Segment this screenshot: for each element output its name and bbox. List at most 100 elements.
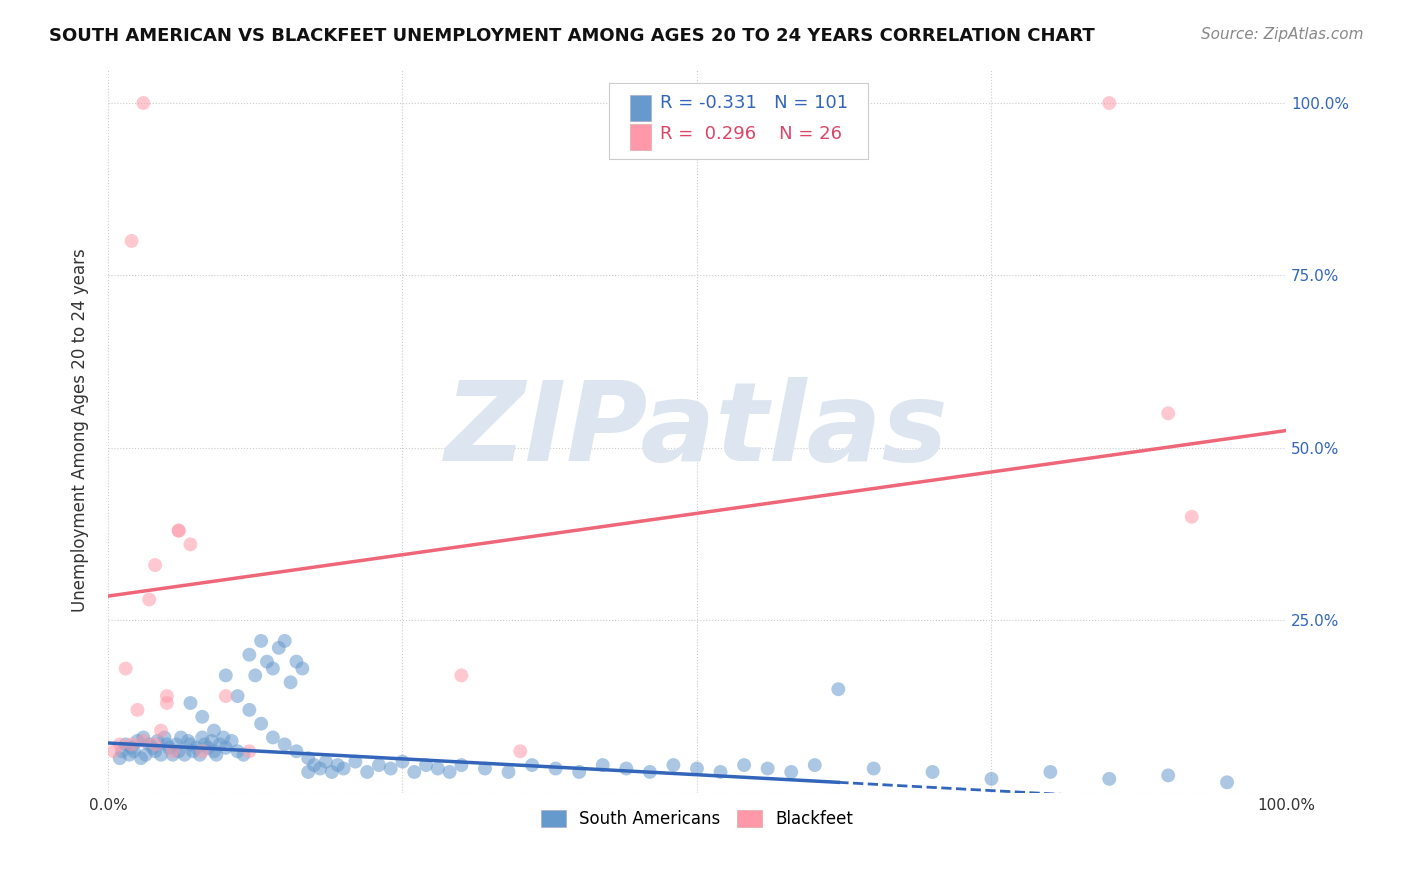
Point [162,744,184,758]
Point [153,731,176,745]
Point [426,762,449,776]
Point [921,764,943,779]
Point [256,655,278,669]
Point [191,731,214,745]
Point [262,731,284,745]
Point [273,634,295,648]
Point [380,762,402,776]
Point [592,758,614,772]
Point [291,661,314,675]
Point [803,758,825,772]
Point [273,738,295,752]
Point [827,682,849,697]
Point [285,655,308,669]
Point [250,716,273,731]
Point [162,747,184,762]
Point [103,744,125,758]
Point [280,675,302,690]
Point [132,734,155,748]
Point [221,734,243,748]
Point [173,747,195,762]
Point [177,734,200,748]
Point [143,558,166,572]
Point [238,744,260,758]
Point [404,764,426,779]
Point [1098,772,1121,786]
Point [1039,764,1062,779]
Point [215,740,238,755]
Point [127,703,149,717]
Point [232,747,254,762]
Point [756,762,779,776]
Point [614,762,637,776]
Y-axis label: Unemployment Among Ages 20 to 24 years: Unemployment Among Ages 20 to 24 years [72,249,89,613]
Bar [630,95,651,120]
Point [709,764,731,779]
Point [238,703,260,717]
Point [391,755,413,769]
Point [114,661,136,675]
Point [450,668,472,682]
Point [202,723,225,738]
Point [980,772,1002,786]
Point [285,744,308,758]
Point [111,744,134,758]
Point [194,738,217,752]
Point [127,734,149,748]
Point [179,537,201,551]
Point [156,689,179,703]
Point [1181,509,1204,524]
Point [326,758,349,772]
Point [297,751,319,765]
Point [167,524,190,538]
Point [135,747,157,762]
Point [356,764,378,779]
Point [520,758,543,772]
Point [1157,768,1180,782]
Point [121,740,143,755]
Point [179,738,201,752]
Point [215,689,238,703]
Point [215,668,238,682]
Point [498,764,520,779]
Point [191,744,214,758]
Point [191,710,214,724]
Point [170,731,193,745]
Point [121,738,143,752]
Point [208,738,231,752]
Point [262,661,284,675]
Point [226,689,249,703]
Point [150,747,173,762]
Point [165,738,187,752]
Point [250,634,273,648]
Text: ZIPatlas: ZIPatlas [446,377,949,484]
Point [205,747,228,762]
Point [186,740,208,755]
Point [297,764,319,779]
Point [439,764,461,779]
Point [450,758,472,772]
Point [686,762,709,776]
Point [862,762,884,776]
Text: R = -0.331   N = 101: R = -0.331 N = 101 [661,95,849,112]
Bar [630,124,651,150]
Point [332,762,354,776]
Point [129,751,152,765]
Point [132,731,155,745]
Point [245,668,267,682]
Point [1157,406,1180,420]
Point [156,696,179,710]
Point [167,524,190,538]
Point [201,734,224,748]
Point [568,764,591,779]
Point [118,747,141,762]
Point [157,740,180,755]
Point [238,648,260,662]
Text: Source: ZipAtlas.com: Source: ZipAtlas.com [1201,27,1364,42]
Point [202,744,225,758]
Point [509,744,531,758]
Point [197,740,219,755]
Legend: South Americans, Blackfeet: South Americans, Blackfeet [534,804,860,835]
Point [188,747,211,762]
Point [181,744,204,758]
